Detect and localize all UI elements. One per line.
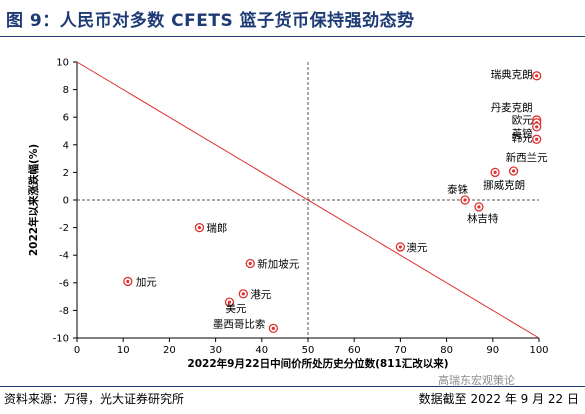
x-tick-label: 60 <box>348 345 361 356</box>
point-label: 瑞郎 <box>206 222 227 235</box>
footer-divider <box>0 386 585 387</box>
x-tick-label: 90 <box>486 345 499 356</box>
point-label: 欧元 <box>512 115 533 127</box>
data-point: 新西兰元 <box>506 151 548 176</box>
point-label: 英镑 <box>512 127 533 140</box>
point-label: 澳元 <box>406 241 427 254</box>
x-tick-label: 0 <box>74 345 80 356</box>
point-marker-inner <box>248 261 252 266</box>
point-label: 挪威克朗 <box>483 178 525 191</box>
data-point: 加元 <box>123 276 157 288</box>
y-tick-label: 2 <box>63 168 69 179</box>
y-tick-label: -10 <box>53 334 69 345</box>
point-label: 新西兰元 <box>506 151 548 164</box>
y-tick-label: 10 <box>56 58 69 69</box>
data-point: 挪威克朗 <box>483 167 525 191</box>
x-tick-label: 10 <box>117 345 130 356</box>
data-point: 美元 <box>224 297 247 315</box>
point-label: 韩元 <box>512 131 533 144</box>
point-marker-inner <box>535 74 539 78</box>
point-label: 加元 <box>136 276 157 288</box>
date-note: 数据截至 2022 年 9 月 22 日 <box>418 392 579 406</box>
point-label: 泰铢 <box>447 183 468 196</box>
x-tick-label: 80 <box>440 345 453 356</box>
point-marker-inner <box>511 169 516 173</box>
figure-title: 图 9：人民币对多数 CFETS 篮子货币保持强劲态势 <box>6 11 415 31</box>
y-tick-label: -8 <box>59 306 69 317</box>
data-point: 韩元 <box>512 131 542 144</box>
x-tick-label: 100 <box>529 345 548 356</box>
point-marker-inner <box>477 205 481 209</box>
x-tick-label: 40 <box>255 345 268 356</box>
y-axis-title: 2022年以来涨跌幅(%) <box>27 144 40 256</box>
y-tick-label: -2 <box>59 223 69 234</box>
point-label: 墨西哥比索 <box>213 317 266 330</box>
point-marker-inner <box>271 326 275 330</box>
point-label: 林吉特 <box>467 212 499 225</box>
y-tick-label: -4 <box>59 251 69 262</box>
point-marker-inner <box>463 198 467 202</box>
data-point: 墨西哥比索 <box>213 317 279 333</box>
point-marker-inner <box>535 137 539 141</box>
trend-line <box>76 61 540 339</box>
data-point: 泰铢 <box>447 183 470 205</box>
point-marker-inner <box>493 170 497 174</box>
point-marker-inner <box>398 245 402 249</box>
point-marker-inner <box>197 226 202 230</box>
x-axis-title: 2022年9月22日中间价所处历史分位数(811汇改以来) <box>187 357 448 370</box>
y-tick-label: 6 <box>63 113 69 124</box>
source-note: 资料来源：万得，光大证券研究所 <box>4 392 185 406</box>
point-label: 美元 <box>225 302 246 315</box>
point-label: 丹麦克朗 <box>491 102 533 114</box>
point-marker-inner <box>126 279 130 284</box>
y-tick-label: 8 <box>63 85 69 96</box>
point-label: 瑞典克朗 <box>491 68 533 81</box>
data-point: 港元 <box>238 289 272 301</box>
data-point: 新加坡元 <box>245 257 300 270</box>
data-point: 澳元 <box>395 241 428 254</box>
watermark: 高瑞东宏观策论 <box>438 374 515 387</box>
data-point: 瑞典克朗 <box>491 68 542 81</box>
data-point: 瑞郎 <box>194 222 227 235</box>
point-marker-inner <box>227 300 232 304</box>
y-tick-label: -6 <box>59 278 69 289</box>
point-label: 港元 <box>250 289 271 301</box>
y-tick-label: 0 <box>63 196 69 207</box>
point-marker-inner <box>535 125 539 129</box>
x-tick-label: 50 <box>302 345 315 356</box>
x-tick-label: 20 <box>163 345 176 356</box>
x-tick-label: 70 <box>394 345 407 356</box>
data-point: 林吉特 <box>467 202 499 225</box>
point-marker-inner <box>241 292 245 296</box>
title-bar: 图 9：人民币对多数 CFETS 篮子货币保持强劲态势 <box>0 0 585 37</box>
x-tick-label: 30 <box>209 345 222 356</box>
data-point: 英镑 <box>512 122 542 140</box>
point-label: 新加坡元 <box>257 257 299 270</box>
y-tick-label: 4 <box>63 140 69 151</box>
